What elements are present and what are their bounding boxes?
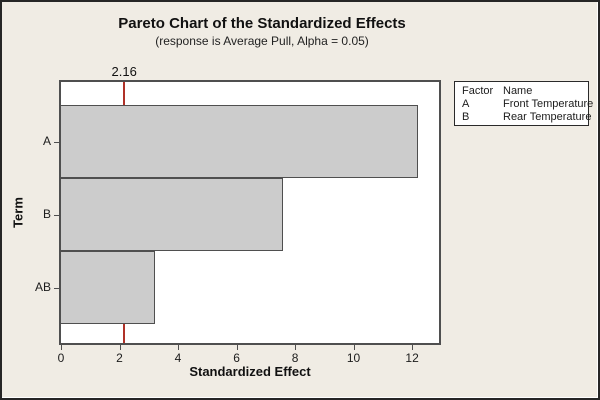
chart-subtitle: (response is Average Pull, Alpha = 0.05) (155, 34, 369, 48)
legend-row: A Front Temperature (462, 98, 593, 111)
legend-factor-code: B (462, 111, 470, 123)
x-tick-label: 0 (57, 351, 65, 365)
factor-legend: Factor Name A Front Temperature B Rear T… (454, 81, 593, 126)
legend-header-factor: Factor (462, 85, 494, 97)
x-tick-mark (61, 345, 62, 350)
legend-row: B Rear Temperature (462, 111, 592, 124)
x-tick-mark (178, 345, 180, 350)
x-tick-label: 10 (346, 351, 361, 365)
x-tick-label: 8 (291, 351, 299, 365)
plot-area (59, 80, 441, 345)
y-tick-mark (54, 141, 59, 143)
x-tick-mark (236, 345, 238, 350)
y-tick-mark (54, 214, 59, 216)
x-tick-mark (295, 345, 297, 350)
y-axis-title: Term (10, 197, 26, 228)
x-axis-title: Standardized Effect (189, 364, 311, 379)
y-tick-label: A (42, 133, 51, 148)
x-tick-label: 2 (116, 351, 123, 365)
legend-factor-code: A (462, 98, 470, 110)
pareto-bar-a (61, 105, 418, 178)
pareto-bar-ab (61, 251, 155, 324)
x-tick-mark (119, 345, 121, 350)
chart-title: Pareto Chart of the Standardized Effects (118, 15, 406, 32)
y-tick-label: B (42, 206, 51, 221)
y-tick-mark (54, 287, 59, 289)
reference-line-label: 2.16 (111, 64, 137, 79)
y-tick-label: AB (34, 279, 51, 294)
legend-header-name: Name (503, 85, 533, 97)
x-tick-label: 12 (405, 351, 419, 365)
x-tick-mark (412, 345, 414, 350)
x-tick-label: 4 (174, 351, 182, 365)
x-tick-mark (353, 345, 355, 350)
x-tick-label: 6 (233, 351, 240, 365)
legend-factor-name: Rear Temperature (503, 111, 592, 123)
pareto-bar-b (61, 178, 284, 251)
legend-header-row: Factor Name (462, 85, 588, 98)
legend-factor-name: Front Temperature (503, 98, 594, 110)
